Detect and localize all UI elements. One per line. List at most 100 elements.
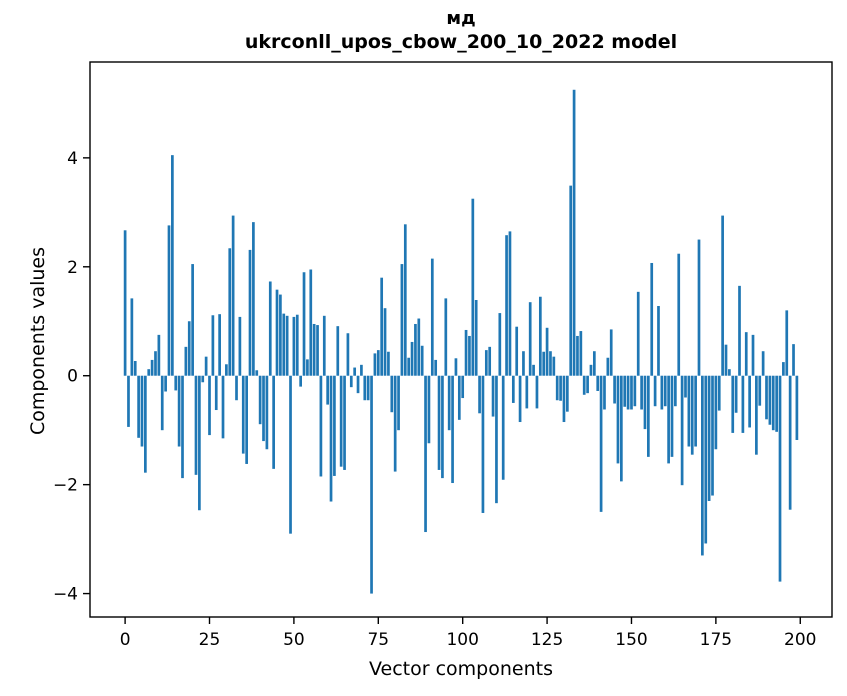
bar xyxy=(306,359,309,376)
bar xyxy=(437,375,441,470)
x-tick-label: 200 xyxy=(784,630,816,650)
bar xyxy=(319,375,323,477)
bar xyxy=(191,264,194,376)
bar xyxy=(771,375,775,431)
bar xyxy=(410,341,414,376)
bar xyxy=(488,346,492,376)
bar xyxy=(272,375,275,469)
bar xyxy=(778,375,782,582)
bar xyxy=(636,291,640,376)
bar xyxy=(154,351,157,376)
chart-title-line2: ukrconll_upos_cbow_200_10_2022 model xyxy=(244,30,678,53)
bar xyxy=(316,325,319,376)
bar xyxy=(255,370,259,376)
bar xyxy=(785,310,789,376)
bar xyxy=(133,361,137,376)
bar xyxy=(690,375,694,455)
bar xyxy=(549,351,552,376)
bar xyxy=(650,262,654,376)
bar xyxy=(174,375,178,391)
bar xyxy=(366,375,370,401)
bar xyxy=(444,298,448,376)
bar xyxy=(603,375,606,410)
bar xyxy=(562,375,566,423)
bar xyxy=(711,375,714,496)
bar xyxy=(441,375,444,479)
bar xyxy=(221,375,225,439)
bar xyxy=(565,375,569,412)
bar xyxy=(640,375,643,410)
bar xyxy=(123,230,127,376)
bar xyxy=(397,375,400,431)
bar xyxy=(282,313,286,376)
bar xyxy=(538,296,542,376)
bar xyxy=(299,375,302,387)
bar xyxy=(697,239,701,376)
bar xyxy=(312,323,316,376)
bar xyxy=(670,375,674,457)
bar xyxy=(535,375,539,409)
bar xyxy=(667,375,670,464)
bar xyxy=(559,375,562,401)
bar xyxy=(343,375,346,470)
bar xyxy=(734,375,738,413)
bar xyxy=(741,375,745,433)
bar xyxy=(728,369,731,376)
bar xyxy=(309,269,313,376)
bar xyxy=(623,375,627,407)
bar xyxy=(252,222,255,376)
bar xyxy=(333,375,336,476)
bar xyxy=(542,351,546,376)
bar xyxy=(376,350,380,376)
bar xyxy=(417,318,421,376)
bar xyxy=(522,351,525,376)
bar xyxy=(657,306,660,376)
bar xyxy=(532,364,535,376)
bar xyxy=(613,375,616,404)
bar xyxy=(630,375,633,410)
bar xyxy=(157,334,161,376)
x-tick-label: 150 xyxy=(615,630,647,650)
bar xyxy=(387,351,390,376)
bar xyxy=(599,375,603,512)
bar xyxy=(633,375,637,407)
bar xyxy=(501,375,505,480)
bar xyxy=(211,315,215,376)
chart-title-line1: мд xyxy=(446,8,476,29)
bar xyxy=(788,375,792,510)
bar xyxy=(434,359,438,376)
bar xyxy=(782,362,785,376)
bar xyxy=(373,353,377,376)
bar xyxy=(275,289,279,376)
bar xyxy=(508,231,512,376)
bar xyxy=(150,359,154,376)
y-tick-label: −2 xyxy=(53,476,78,496)
bar xyxy=(569,185,573,376)
bar xyxy=(677,253,681,376)
x-tick-label: 0 xyxy=(120,630,131,650)
bar xyxy=(721,215,724,376)
bar xyxy=(167,225,171,376)
bar xyxy=(454,358,458,376)
chart-title: мд ukrconll_upos_cbow_200_10_2022 model xyxy=(90,8,832,54)
bar xyxy=(407,357,411,376)
bar xyxy=(616,375,620,464)
bar xyxy=(346,333,350,376)
bar xyxy=(393,375,397,472)
bar xyxy=(576,335,579,376)
bar xyxy=(430,258,434,376)
y-tick-label: 4 xyxy=(67,149,78,169)
bar xyxy=(707,375,711,501)
bar xyxy=(515,326,519,376)
bar xyxy=(684,375,687,398)
y-tick-label: −4 xyxy=(53,585,78,605)
bar xyxy=(545,327,549,376)
bar xyxy=(349,375,353,388)
bar xyxy=(795,375,799,440)
bar xyxy=(289,375,292,534)
bar xyxy=(208,375,211,436)
x-tick-label: 25 xyxy=(199,630,221,650)
bar xyxy=(177,375,181,447)
bar xyxy=(755,375,758,455)
bar xyxy=(792,344,795,376)
